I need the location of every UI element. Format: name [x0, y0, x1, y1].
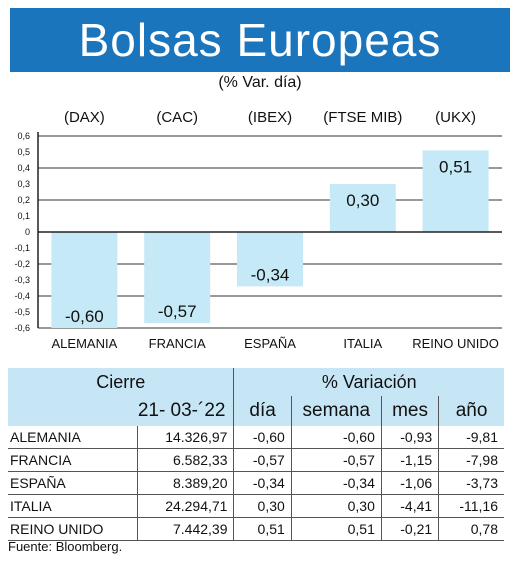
- y-tick-label: 0,4: [17, 163, 30, 173]
- cell-mes: -0,21: [381, 517, 440, 541]
- cell-semana: -0,57: [291, 448, 382, 472]
- cell-mes: -4,41: [381, 494, 440, 518]
- cell-mes: -1,15: [381, 448, 440, 472]
- column-header-dia: día: [233, 396, 292, 426]
- x-tick-label: ESPAÑA: [244, 336, 296, 351]
- cell-cierre: 6.582,33: [137, 448, 235, 472]
- index-label: (CAC): [156, 109, 198, 126]
- cell-dia: -0,60: [233, 426, 292, 449]
- cell-dia: -0,34: [233, 471, 292, 495]
- y-tick-label: -0,2: [14, 259, 30, 269]
- data-label: -0,34: [251, 265, 290, 284]
- index-label: (IBEX): [248, 109, 292, 126]
- chart-subtitle: (% Var. día): [218, 74, 302, 91]
- cell-semana: 0,30: [291, 494, 382, 518]
- x-tick-label: REINO UNIDO: [412, 336, 499, 351]
- x-tick-label: FRANCIA: [149, 336, 206, 351]
- y-tick-label: 0,2: [17, 195, 30, 205]
- y-tick-label: -0,5: [14, 307, 30, 317]
- y-tick-label: -0,6: [14, 323, 30, 333]
- index-label: (DAX): [64, 109, 105, 126]
- data-table: Cierre % Variación 21- 03-´22 día semana…: [8, 368, 504, 541]
- cell-dia: 0,51: [233, 517, 292, 541]
- cell-semana: -0,34: [291, 471, 382, 495]
- cell-cierre: 8.389,20: [137, 471, 235, 495]
- cell-country: REINO UNIDO: [8, 517, 139, 541]
- cell-country: ITALIA: [8, 494, 139, 518]
- x-tick-label: ALEMANIA: [52, 336, 118, 351]
- bar: [329, 184, 396, 232]
- cell-ano: -9,81: [438, 426, 504, 449]
- cell-semana: -0,60: [291, 426, 382, 449]
- column-header-date: 21- 03-´22: [8, 396, 235, 426]
- cell-ano: -3,73: [438, 471, 504, 495]
- cell-dia: 0,30: [233, 494, 292, 518]
- cell-country: ALEMANIA: [8, 426, 139, 449]
- cell-country: FRANCIA: [8, 448, 139, 472]
- y-tick-label: -0,3: [14, 275, 30, 285]
- table-row: FRANCIA 6.582,33 -0,57 -0,57 -1,15 -7,98: [8, 448, 504, 472]
- column-header-semana: semana: [291, 396, 382, 426]
- table-header-variacion: % Variación: [233, 368, 504, 396]
- y-tick-label: 0,3: [17, 179, 30, 189]
- cell-mes: -0,93: [381, 426, 440, 449]
- column-header-ano: año: [438, 396, 504, 426]
- table-row: ALEMANIA 14.326,97 -0,60 -0,60 -0,93 -9,…: [8, 426, 504, 449]
- cell-ano: -7,98: [438, 448, 504, 472]
- data-label: -0,60: [65, 307, 104, 326]
- bar-chart: 0,6 0,5 0,4 0,3 0,2 0,1 0 -0,1 -0,2 -0,3 -0,4 -0,5 -…: [14, 109, 502, 351]
- title-banner: Bolsas Europeas: [10, 8, 510, 72]
- cell-mes: -1,06: [381, 471, 440, 495]
- y-tick-label: 0,6: [17, 131, 30, 141]
- table-row: REINO UNIDO 7.442,39 0,51 0,51 -0,21 0,7…: [8, 517, 504, 541]
- x-tick-label: ITALIA: [343, 336, 382, 351]
- bar: [144, 232, 211, 324]
- table-header-cierre: Cierre: [8, 368, 235, 396]
- table-row: ITALIA 24.294,71 0,30 0,30 -4,41 -11,16: [8, 494, 504, 518]
- cell-cierre: 24.294,71: [137, 494, 235, 518]
- y-tick-label: -0,1: [14, 243, 30, 253]
- index-label: (FTSE MIB): [323, 109, 402, 126]
- y-tick-label: -0,4: [14, 291, 30, 301]
- cell-cierre: 7.442,39: [137, 517, 235, 541]
- cell-ano: -11,16: [438, 494, 504, 518]
- cell-semana: 0,51: [291, 517, 382, 541]
- source-note: Fuente: Bloomberg.: [8, 539, 123, 554]
- column-header-mes: mes: [381, 396, 440, 426]
- cell-cierre: 14.326,97: [137, 426, 235, 449]
- chart-title: Bolsas Europeas: [78, 14, 442, 66]
- index-label: (UKX): [435, 109, 476, 126]
- y-tick-label: 0: [25, 227, 30, 237]
- data-label: 0,30: [346, 191, 379, 210]
- y-tick-label: 0,1: [17, 211, 30, 221]
- y-tick-label: 0,5: [17, 147, 30, 157]
- data-label: 0,51: [439, 157, 472, 176]
- cell-ano: 0,78: [438, 517, 504, 541]
- bar: [422, 150, 489, 232]
- bar: [237, 232, 303, 287]
- bar: [51, 232, 118, 328]
- table-row: ESPAÑA 8.389,20 -0,34 -0,34 -1,06 -3,73: [8, 471, 504, 495]
- data-label: -0,57: [158, 302, 197, 321]
- cell-dia: -0,57: [233, 448, 292, 472]
- cell-country: ESPAÑA: [8, 471, 139, 495]
